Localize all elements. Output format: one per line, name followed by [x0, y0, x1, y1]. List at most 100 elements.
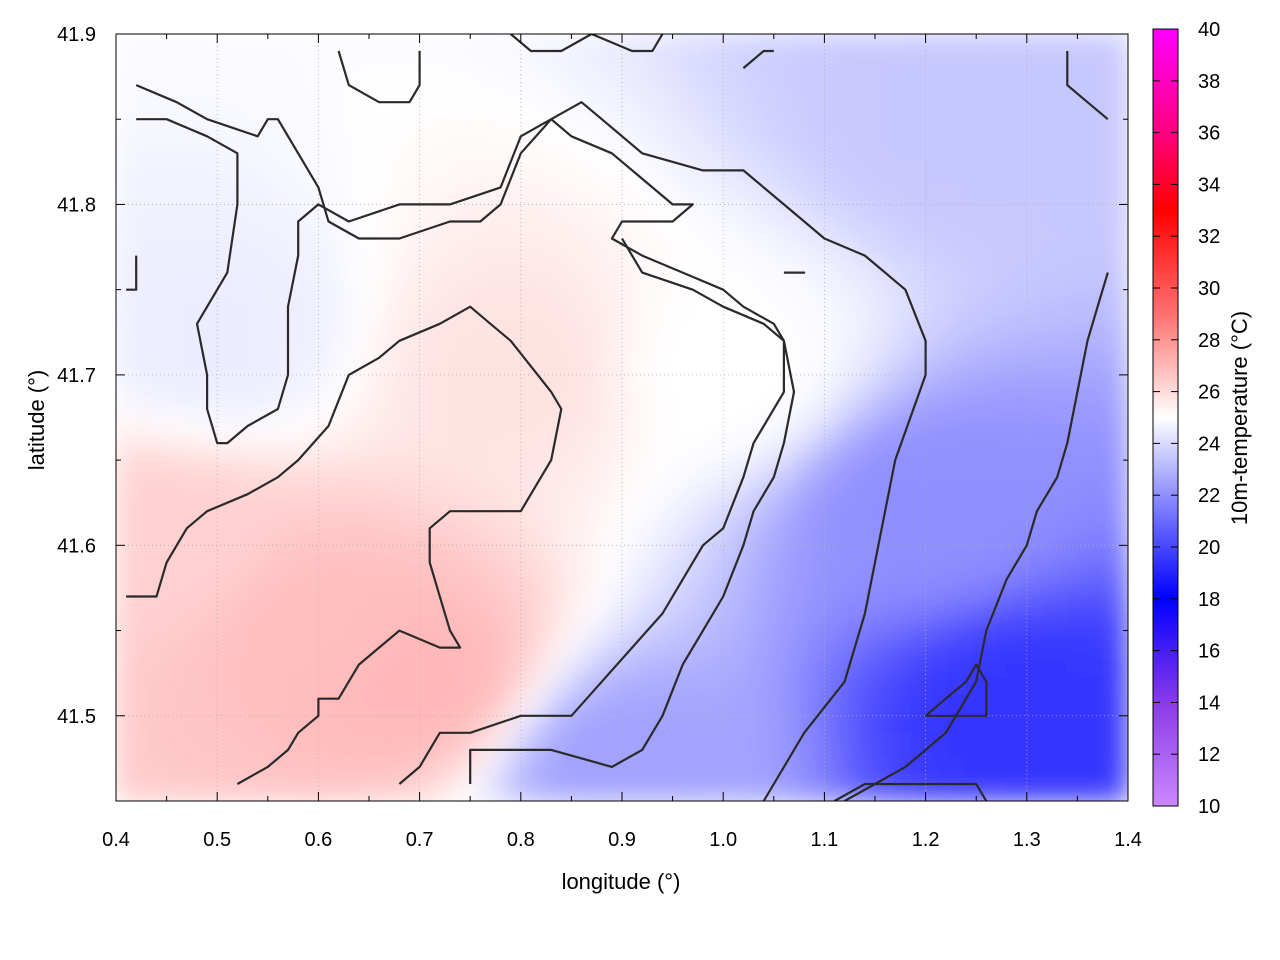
heatmap-cell: [580, 118, 603, 142]
heatmap-cell: [216, 778, 239, 801]
heatmap-cell: [965, 352, 988, 376]
heatmap-cell: [479, 693, 502, 717]
heatmap-cell: [1066, 523, 1089, 547]
heatmap-cell: [256, 75, 279, 99]
heatmap-cell: [701, 480, 725, 504]
heatmap-cell: [418, 54, 441, 78]
heatmap-cell: [621, 501, 644, 526]
heatmap-cell: [863, 459, 887, 483]
heatmap-cell: [499, 416, 522, 440]
heatmap-cell: [479, 778, 502, 801]
heatmap-cell: [701, 650, 725, 675]
heatmap-cell: [519, 459, 543, 483]
heatmap-cell: [904, 54, 927, 78]
heatmap-cell: [317, 288, 340, 312]
heatmap-cell: [216, 288, 239, 312]
heatmap-cell: [216, 544, 239, 568]
heatmap-cell: [944, 629, 968, 653]
heatmap-cell: [540, 523, 563, 547]
heatmap-cell: [1025, 416, 1049, 440]
heatmap-cell: [195, 224, 219, 249]
heatmap-cell: [742, 778, 765, 801]
heatmap-cell: [803, 757, 826, 781]
heatmap-cell: [560, 118, 583, 142]
heatmap-cell: [782, 246, 806, 270]
heatmap-cell: [762, 544, 785, 568]
heatmap-cell: [904, 714, 927, 739]
heatmap-cell: [560, 714, 583, 739]
heatmap-cell: [782, 650, 806, 675]
heatmap-cell: [195, 586, 219, 611]
heatmap-cell: [479, 288, 502, 312]
heatmap-cell: [297, 544, 320, 568]
heatmap-cell: [965, 203, 988, 227]
heatmap-cell: [116, 160, 138, 185]
heatmap-cell: [985, 224, 1008, 249]
heatmap-cell: [195, 629, 219, 653]
heatmap-cell: [762, 96, 785, 121]
heatmap-cell: [116, 288, 138, 312]
heatmap-cell: [742, 608, 765, 632]
heatmap-cell: [560, 309, 583, 334]
heatmap-cell: [116, 373, 138, 398]
heatmap-cell: [1106, 373, 1128, 398]
heatmap-cell: [621, 693, 644, 717]
heatmap-cell: [438, 523, 462, 547]
heatmap-cell: [681, 480, 704, 504]
heatmap-cell: [276, 437, 300, 462]
heatmap-cell: [580, 459, 603, 483]
heatmap-cell: [1046, 34, 1069, 57]
heatmap-cell: [337, 544, 360, 568]
heatmap-cell: [904, 757, 927, 781]
heatmap-cell: [701, 203, 725, 227]
heatmap-cell: [884, 118, 907, 142]
heatmap-cell: [155, 544, 178, 568]
heatmap-cell: [135, 672, 158, 696]
heatmap-cell: [438, 544, 462, 568]
heatmap-cell: [762, 203, 785, 227]
heatmap-cell: [398, 480, 421, 504]
heatmap-cell: [276, 629, 300, 653]
heatmap-cell: [155, 586, 178, 611]
heatmap-cell: [317, 34, 340, 57]
heatmap-cell: [135, 437, 158, 462]
heatmap-cell: [823, 224, 846, 249]
heatmap-cell: [1005, 309, 1028, 334]
heatmap-cell: [357, 459, 381, 483]
heatmap-cell: [317, 352, 340, 376]
heatmap-cell: [135, 160, 158, 185]
heatmap-cell: [459, 139, 482, 163]
heatmap-cell: [944, 608, 968, 632]
heatmap-cell: [560, 523, 583, 547]
heatmap-cell: [155, 203, 178, 227]
heatmap-cell: [175, 629, 198, 653]
heatmap-cell: [621, 331, 644, 355]
heatmap-cell: [924, 714, 947, 739]
heatmap-cell: [944, 182, 968, 206]
heatmap-cell: [378, 586, 401, 611]
heatmap-cell: [1086, 778, 1109, 801]
heatmap-cell: [459, 736, 482, 760]
heatmap-cell: [985, 736, 1008, 760]
heatmap-cell: [641, 203, 664, 227]
heatmap-cell: [641, 650, 664, 675]
heatmap-cell: [398, 501, 421, 526]
heatmap-cell: [722, 459, 745, 483]
heatmap-cell: [175, 352, 198, 376]
heatmap-cell: [1066, 395, 1089, 419]
heatmap-cell: [823, 523, 846, 547]
heatmap-cell: [600, 544, 623, 568]
heatmap-cell: [944, 246, 968, 270]
heatmap-cell: [621, 416, 644, 440]
heatmap-cell: [499, 586, 522, 611]
heatmap-cell: [398, 373, 421, 398]
heatmap-cell: [782, 96, 806, 121]
heatmap-cell: [560, 586, 583, 611]
heatmap-cell: [1066, 459, 1089, 483]
heatmap-cell: [519, 309, 543, 334]
heatmap-cell: [1086, 139, 1109, 163]
heatmap-cell: [560, 352, 583, 376]
heatmap-cell: [1025, 224, 1049, 249]
heatmap-cell: [924, 480, 947, 504]
heatmap-cell: [1106, 523, 1128, 547]
